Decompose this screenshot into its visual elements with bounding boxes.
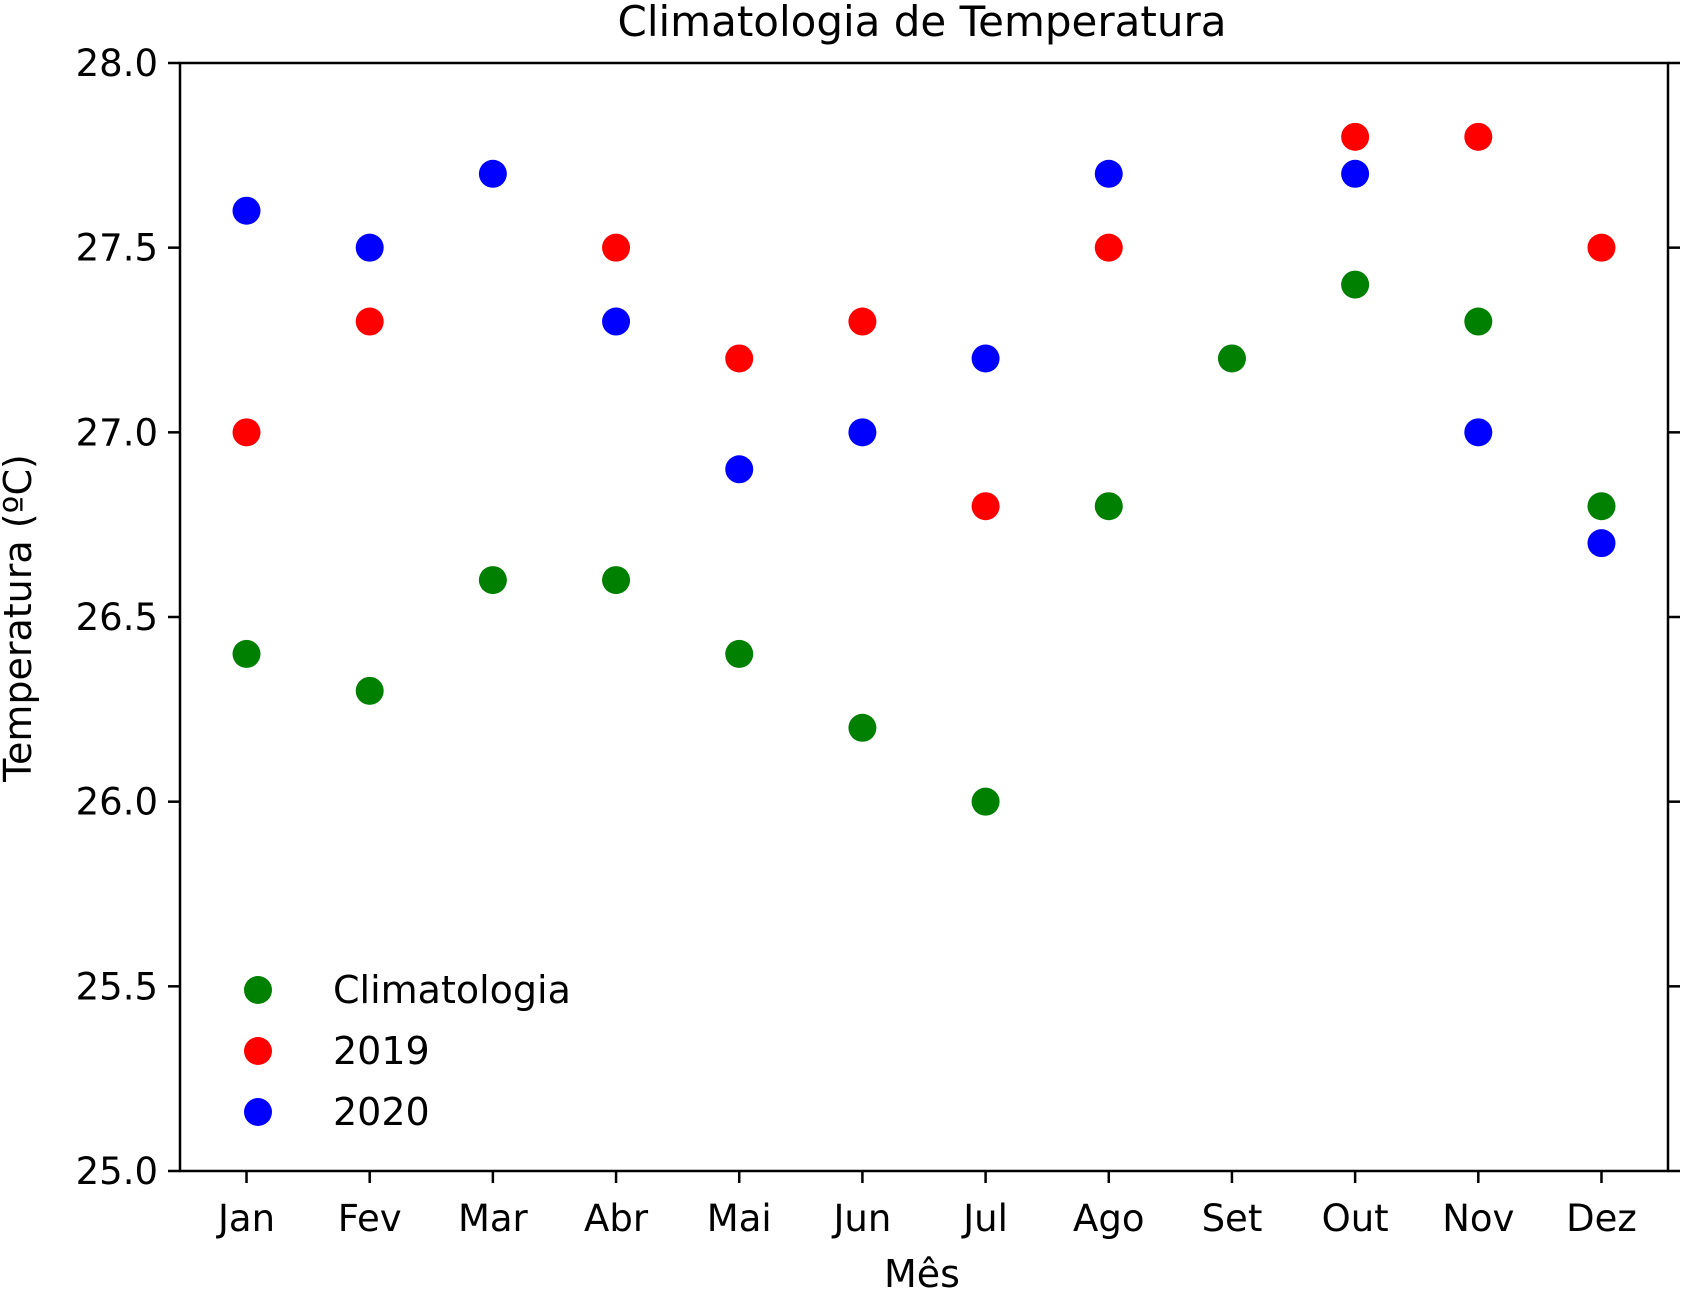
data-point-climatologia xyxy=(1094,492,1123,521)
legend-label: 2020 xyxy=(333,1090,430,1134)
data-point-climatologia xyxy=(478,566,507,595)
y-tick-label: 25.0 xyxy=(76,1150,158,1193)
x-tick-label: Nov xyxy=(1442,1197,1514,1240)
data-point-climatologia xyxy=(1464,307,1493,336)
data-point-2019 xyxy=(1587,233,1616,262)
data-point-2019 xyxy=(1341,122,1370,151)
y-tick-label: 25.5 xyxy=(76,965,158,1008)
x-tick-label: Jun xyxy=(832,1197,892,1240)
data-point-2020 xyxy=(478,159,507,188)
y-axis-label: Temperatura (ºC) xyxy=(0,454,40,783)
x-tick-label: Set xyxy=(1202,1197,1263,1240)
data-point-climatologia xyxy=(848,713,877,742)
data-point-2020 xyxy=(1464,418,1493,447)
x-tick-label: Mar xyxy=(458,1197,529,1240)
chart-title: Climatologia de Temperatura xyxy=(618,0,1227,46)
data-point-2019 xyxy=(1464,122,1493,151)
data-point-2020 xyxy=(971,344,1000,373)
data-point-2020 xyxy=(848,418,877,447)
data-point-climatologia xyxy=(725,639,754,668)
x-tick-label: Mai xyxy=(707,1197,772,1240)
x-tick-label: Jul xyxy=(961,1197,1008,1240)
data-point-2020 xyxy=(232,196,261,225)
data-point-2020 xyxy=(1587,529,1616,558)
data-point-2019 xyxy=(1094,233,1123,262)
data-point-climatologia xyxy=(232,639,261,668)
data-point-climatologia xyxy=(355,676,384,705)
data-point-2019 xyxy=(232,418,261,447)
y-tick-label: 27.0 xyxy=(76,411,158,454)
data-point-2019 xyxy=(355,307,384,336)
data-point-2020 xyxy=(1094,159,1123,188)
plot-area: 25.0 25.5 26.0 26.5 27.0 27.5 28.0 Jan Fev Mar Abr… xyxy=(76,42,1680,1240)
data-point-2019 xyxy=(848,307,877,336)
legend-marker xyxy=(244,1098,272,1126)
data-point-2019 xyxy=(971,492,1000,521)
x-tick-label: Abr xyxy=(584,1197,649,1240)
x-tick-label: Out xyxy=(1322,1197,1389,1240)
data-point-2020 xyxy=(602,307,631,336)
y-tick-label: 28.0 xyxy=(76,42,158,85)
legend-marker xyxy=(244,1037,272,1065)
data-point-2020 xyxy=(355,233,384,262)
data-point-climatologia xyxy=(602,566,631,595)
y-tick-label: 26.0 xyxy=(76,781,158,824)
data-point-climatologia xyxy=(1217,344,1246,373)
legend-label: 2019 xyxy=(333,1029,430,1073)
data-point-2020 xyxy=(1341,159,1370,188)
data-point-climatologia xyxy=(971,787,1000,816)
legend-marker xyxy=(244,976,272,1004)
legend-label: Climatologia xyxy=(333,968,571,1012)
x-axis-label: Mês xyxy=(884,1252,960,1296)
data-point-climatologia xyxy=(1587,492,1616,521)
data-point-2019 xyxy=(725,344,754,373)
data-point-2019 xyxy=(602,233,631,262)
x-tick-label: Ago xyxy=(1073,1197,1144,1240)
y-tick-label: 26.5 xyxy=(76,596,158,639)
data-point-climatologia xyxy=(1341,270,1370,299)
y-tick-label: 27.5 xyxy=(76,227,158,270)
x-tick-label: Jan xyxy=(216,1197,275,1240)
x-tick-label: Dez xyxy=(1566,1197,1637,1240)
data-point-2020 xyxy=(725,455,754,484)
x-tick-label: Fev xyxy=(338,1197,402,1240)
